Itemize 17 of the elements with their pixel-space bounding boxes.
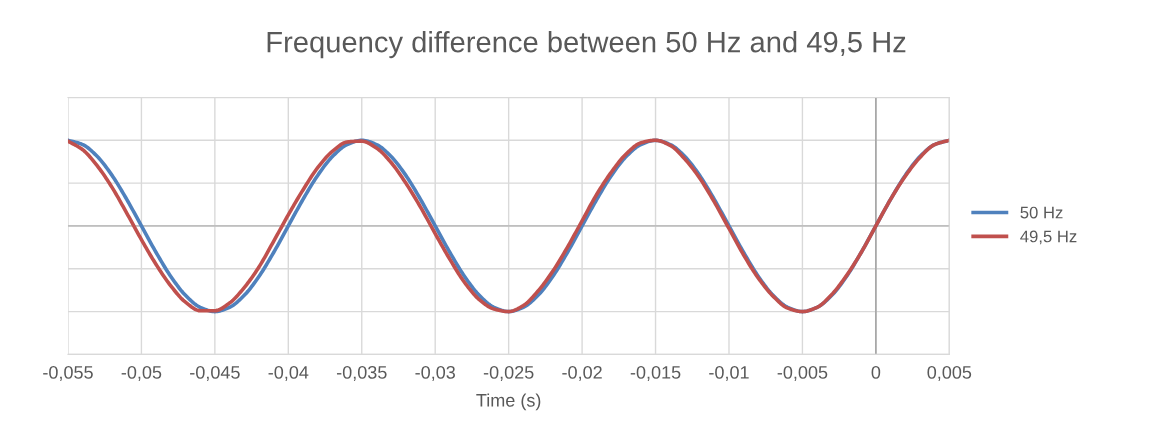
x-tick-label: 0,005	[927, 365, 972, 381]
x-tick-label: -0,02	[562, 365, 602, 381]
chart-title: Frequency difference between 50 Hz and 49,5 Hz	[267, 31, 906, 59]
legend-label: 49,5 Hz	[1020, 230, 1077, 245]
x-tick-label: 0	[871, 365, 881, 379]
x-tick-label: -0,03	[415, 365, 455, 381]
x-tick-label: -0,01	[709, 365, 749, 381]
x-tick-label: -0,025	[483, 365, 534, 381]
x-tick-label: -0,04	[268, 365, 309, 381]
x-tick-label: -0,035	[336, 365, 387, 381]
legend-label: 50 Hz	[1020, 206, 1063, 219]
x-tick-label: -0,05	[121, 365, 162, 381]
x-tick-label: -0,015	[630, 365, 681, 381]
x-tick-label: -0,005	[777, 365, 828, 381]
x-axis-title: Time (s)	[476, 393, 541, 411]
x-tick-label: -0,055	[43, 365, 93, 381]
x-tick-label: -0,045	[190, 365, 240, 381]
